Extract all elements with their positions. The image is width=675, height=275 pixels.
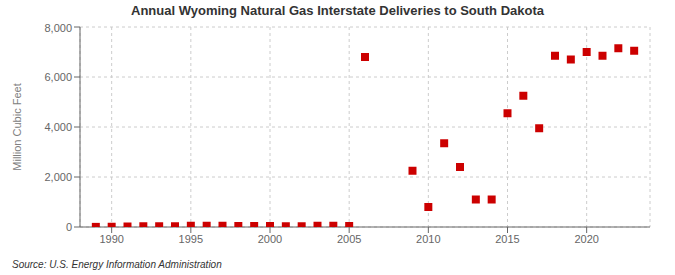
svg-text:4,000: 4,000: [44, 121, 72, 133]
svg-text:1995: 1995: [179, 233, 203, 245]
svg-text:8,000: 8,000: [44, 22, 72, 34]
svg-text:Million Cubic Feet: Million Cubic Feet: [11, 83, 23, 170]
svg-text:2,000: 2,000: [44, 171, 72, 183]
svg-text:2000: 2000: [258, 233, 282, 245]
svg-text:2015: 2015: [495, 233, 519, 245]
svg-text:0: 0: [66, 221, 72, 233]
html-text:Annual Wyoming Natural Gas Int: Annual Wyoming Natural Gas Interstate De…: [131, 3, 544, 18]
svg-text:2005: 2005: [337, 233, 361, 245]
svg-text:2010: 2010: [416, 233, 440, 245]
svg-text:2020: 2020: [574, 233, 598, 245]
svg-text:1990: 1990: [99, 233, 123, 245]
html-text:Source: U.S. Energy Informatio: Source: U.S. Energy Information Administ…: [12, 259, 222, 270]
svg-text:6,000: 6,000: [44, 71, 72, 83]
